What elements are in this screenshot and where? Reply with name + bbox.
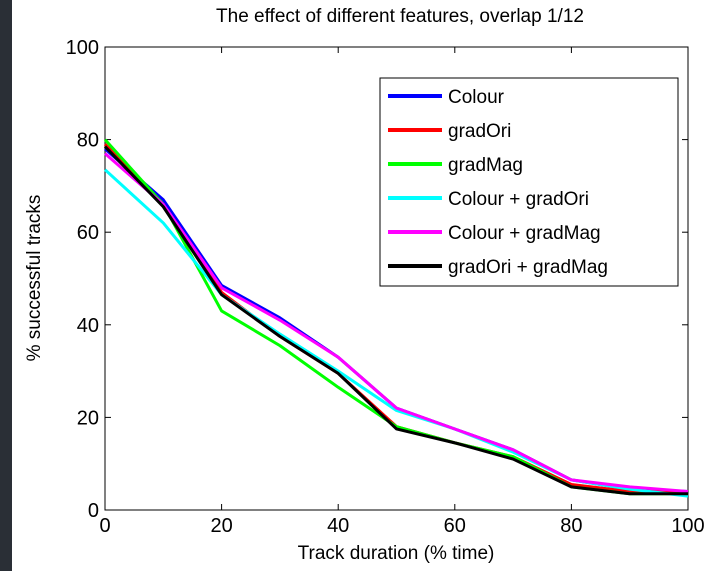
x-tick-label: 60 [444, 515, 466, 537]
chart-title: The effect of different features, overla… [216, 6, 584, 27]
x-axis-label: Track duration (% time) [298, 543, 495, 564]
x-tick-label: 100 [671, 515, 704, 537]
y-tick-label: 60 [77, 222, 99, 244]
image-fragment [0, 0, 12, 571]
series-line [104, 152, 689, 493]
legend-label: gradMag [448, 155, 523, 176]
legend-label: gradOri + gradMag [448, 257, 608, 278]
y-axis-label: % successful tracks [24, 195, 45, 362]
x-tick-label: 0 [99, 515, 110, 537]
y-tick-label: 80 [77, 130, 99, 152]
series-line [103, 145, 688, 496]
y-tick-label: 20 [77, 407, 99, 429]
x-tick-label: 40 [327, 515, 349, 537]
y-tick-label: 100 [66, 37, 99, 59]
legend-label: Colour [448, 87, 505, 108]
legend-label: Colour + gradOri [448, 189, 589, 210]
y-tick-label: 40 [77, 315, 99, 337]
legend-label: gradOri [448, 121, 511, 142]
legend-label: Colour + gradMag [448, 223, 601, 244]
x-tick-label: 20 [210, 515, 232, 537]
legend-box [379, 77, 679, 287]
y-tick-label: 0 [88, 500, 99, 522]
x-tick-label: 80 [560, 515, 582, 537]
